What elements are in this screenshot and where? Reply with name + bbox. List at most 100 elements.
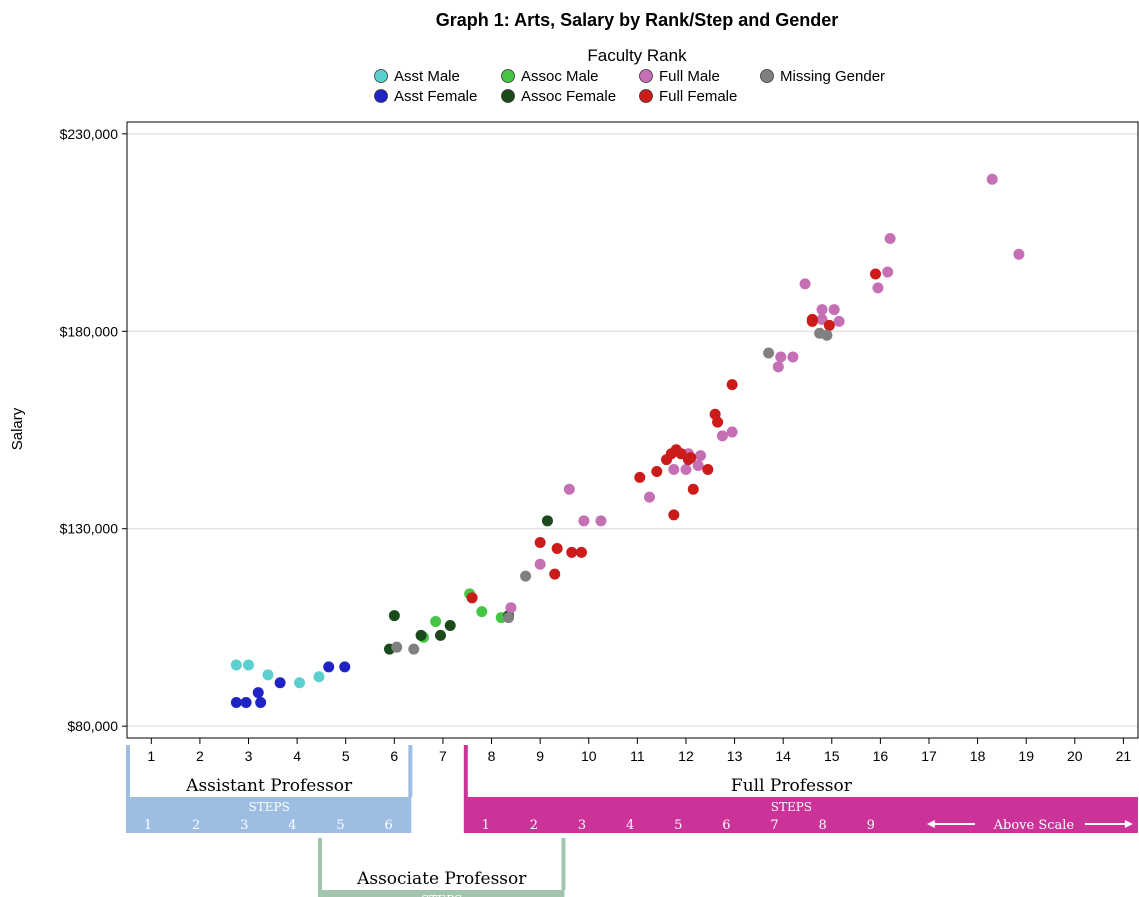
band-step-number: 2 [530, 818, 538, 833]
band-bracket-left [463, 745, 468, 797]
y-tick-label: $80,000 [67, 718, 118, 734]
point-full_female [726, 379, 738, 391]
legend-label-full_male: Full Male [659, 68, 720, 85]
point-asst_male [262, 669, 274, 681]
legend-label-assoc_female: Assoc Female [521, 88, 616, 105]
x-tick-label: 7 [439, 748, 447, 764]
legend-label-asst_female: Asst Female [394, 88, 477, 105]
point-full_female [668, 509, 680, 521]
point-full_male [986, 173, 998, 185]
point-full_female [551, 542, 563, 554]
point-full_female [549, 568, 561, 580]
point-asst_female [230, 696, 242, 708]
point-full_female [575, 546, 587, 558]
arrow-head-left [926, 820, 935, 828]
point-full_male [726, 426, 738, 438]
legend-marker-assoc_female [501, 89, 515, 103]
point-assoc_female [444, 619, 456, 631]
band-bar [463, 797, 1139, 833]
legend-marker-assoc_male [501, 69, 515, 83]
point-missing [408, 643, 420, 655]
x-tick-label: 14 [775, 748, 791, 764]
point-full_female [651, 465, 663, 477]
point-missing [391, 641, 403, 653]
point-full_female [687, 483, 699, 495]
point-assoc_female [415, 629, 427, 641]
band-step-number: 4 [288, 818, 296, 833]
point-full_female [466, 592, 478, 604]
x-tick-label: 15 [824, 748, 840, 764]
point-asst_male [243, 659, 255, 671]
x-tick-label: 16 [873, 748, 889, 764]
point-full_male [563, 483, 575, 495]
point-missing [503, 612, 515, 624]
point-full_male [816, 304, 828, 316]
y-axis-label: Salary [9, 407, 26, 450]
legend-label-full_female: Full Female [659, 88, 737, 105]
x-tick-label: 20 [1067, 748, 1083, 764]
arrow-head-right [1124, 820, 1133, 828]
band-step-number: 9 [867, 818, 875, 833]
point-full_female [634, 471, 646, 483]
point-full_male [692, 460, 704, 472]
point-full_female [712, 416, 724, 428]
point-full_male [534, 558, 546, 570]
band-step-number: 1 [144, 818, 152, 833]
above-scale-label: Above Scale [993, 818, 1075, 833]
y-tick-label: $130,000 [60, 521, 119, 537]
band-steps-label: STEPS [771, 800, 812, 814]
point-asst_male [313, 671, 325, 683]
point-full_male [787, 351, 799, 363]
legend-marker-missing [760, 69, 774, 83]
legend-label-missing: Missing Gender [780, 68, 885, 85]
band-title: Full Professor [731, 776, 853, 796]
point-asst_female [255, 696, 267, 708]
band-bracket-right [561, 838, 566, 890]
legend-marker-asst_male [374, 69, 388, 83]
point-assoc_female [541, 515, 553, 527]
band-assistant-professor: Assistant Professor STEPS 1 2 3 4 5 6 [126, 745, 413, 833]
plot-area [126, 121, 1139, 739]
point-full_male [775, 351, 787, 363]
chart-title: Graph 1: Arts, Salary by Rank/Step and G… [436, 10, 838, 30]
band-bracket-left [126, 745, 130, 797]
legend-label-asst_male: Asst Male [394, 68, 460, 85]
band-bar [126, 797, 412, 833]
point-missing [520, 570, 532, 582]
legend-marker-full_male [639, 69, 653, 83]
point-full_male [695, 450, 707, 462]
gridlines [127, 133, 1138, 727]
point-full_male [680, 463, 692, 475]
x-tick-label: 12 [678, 748, 694, 764]
point-full_female [685, 452, 697, 464]
x-tick-label: 2 [196, 748, 204, 764]
x-tick-label: 10 [581, 748, 597, 764]
x-tick-label: 1 [147, 748, 155, 764]
x-tick-label: 19 [1018, 748, 1034, 764]
point-asst_male [294, 677, 306, 689]
point-full_male [799, 278, 811, 290]
legend-title: Faculty Rank [587, 46, 687, 65]
point-full_male [644, 491, 656, 503]
legend-marker-full_female [639, 89, 653, 103]
band-steps-label: STEPS [421, 893, 462, 897]
point-missing [763, 347, 775, 359]
point-asst_female [274, 677, 286, 689]
x-tick-label: 8 [488, 748, 496, 764]
band-bar [317, 890, 565, 897]
band-title: Associate Professor [356, 869, 527, 889]
legend: Faculty Rank Asst Male Asst Female Assoc M… [374, 46, 885, 105]
point-asst_male [230, 659, 242, 671]
x-axis: 1 2 3 4 5 6 7 8 9 10 11 12 13 14 15 16 17 18 19 20 21 [147, 738, 1131, 764]
point-full_female [534, 537, 546, 549]
x-tick-label: 6 [390, 748, 398, 764]
x-tick-label: 13 [727, 748, 743, 764]
point-full_female [675, 448, 687, 460]
point-full_male [772, 361, 784, 373]
band-step-number: 1 [482, 818, 490, 833]
x-tick-label: 17 [921, 748, 937, 764]
band-title: Assistant Professor [185, 776, 353, 796]
x-tick-label: 11 [630, 748, 645, 764]
